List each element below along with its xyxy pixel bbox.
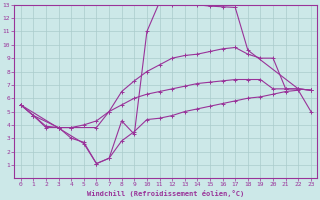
X-axis label: Windchill (Refroidissement éolien,°C): Windchill (Refroidissement éolien,°C) — [87, 190, 244, 197]
